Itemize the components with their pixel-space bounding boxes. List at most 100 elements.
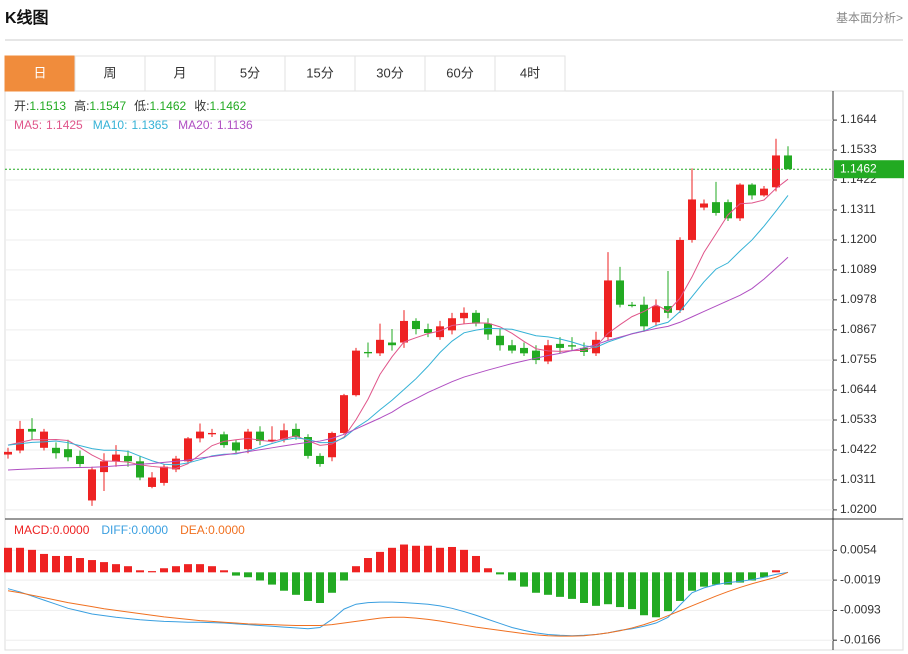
candle-body — [532, 350, 540, 361]
legend-value: 1.1136 — [217, 118, 253, 132]
macd-bar — [532, 572, 540, 593]
tab[interactable] — [4, 55, 76, 92]
candle-body — [172, 458, 180, 470]
candle-body — [328, 432, 336, 458]
legend-value: 0.0000 — [53, 523, 90, 537]
macd-bar — [400, 544, 408, 573]
ma-line — [7, 195, 789, 466]
tab[interactable] — [284, 55, 356, 92]
candle-body — [184, 438, 192, 462]
tab[interactable] — [74, 55, 146, 92]
readout: MA10: 1.1365 — [93, 118, 169, 132]
tab-label[interactable]: 60分 — [446, 65, 473, 80]
readout: 低:1.1462 — [134, 99, 186, 113]
y-tick-label: -0.0019 — [840, 572, 881, 586]
candle-body — [616, 280, 624, 305]
tab[interactable] — [354, 55, 426, 92]
candle-body — [664, 306, 672, 313]
macd-bar — [364, 558, 372, 573]
macd-bar — [676, 572, 684, 601]
tab[interactable] — [214, 55, 286, 92]
tab-label[interactable]: 月 — [173, 65, 186, 80]
legend-name: MA10 — [93, 118, 125, 132]
legend-name: MA20 — [178, 118, 210, 132]
macd-bar — [304, 572, 312, 601]
tab-label[interactable]: 15分 — [306, 65, 333, 80]
y-tick-label: -0.0093 — [840, 603, 881, 617]
candle-body — [784, 155, 792, 170]
candle-body — [628, 304, 636, 307]
tab[interactable] — [494, 55, 566, 92]
readout: MACD:0.0000 — [14, 523, 90, 537]
legend-value: 1.1365 — [131, 118, 168, 132]
candle-body — [460, 312, 468, 319]
macd-bar — [412, 545, 420, 573]
readout: 收:1.1462 — [194, 99, 246, 113]
macd-bar — [100, 562, 108, 573]
y-tick-label: 0.0054 — [840, 542, 877, 556]
candle-body — [280, 430, 288, 440]
candle-body — [448, 318, 456, 331]
tab-label[interactable]: 4时 — [520, 65, 540, 80]
candle-body — [520, 347, 528, 354]
candle-body — [376, 339, 384, 354]
readout: MA5: 1.1425 — [14, 118, 83, 132]
legend-name: DIFF — [101, 523, 128, 537]
tab-label[interactable]: 日 — [33, 65, 46, 80]
candle-body — [304, 437, 312, 456]
legend-name: MACD — [14, 523, 50, 537]
candle-body — [724, 202, 732, 219]
y-tick-label: 1.1311 — [840, 202, 876, 216]
macd-bar — [628, 572, 636, 610]
candle-body — [196, 431, 204, 439]
candle-body — [112, 454, 120, 462]
macd-bar — [136, 570, 144, 573]
macd-bar — [16, 547, 24, 573]
candle-body — [676, 239, 684, 311]
candle-body — [232, 442, 240, 451]
candle-body — [316, 455, 324, 465]
y-tick-label: 1.0644 — [840, 382, 877, 396]
candle-body — [124, 455, 132, 462]
candle-body — [544, 345, 552, 362]
separator: : — [210, 118, 213, 132]
macd-bar — [640, 572, 648, 616]
macd-bar — [472, 555, 480, 573]
candle-body — [28, 428, 36, 432]
ma-line — [7, 256, 789, 471]
y-tick-label: 1.1533 — [840, 142, 877, 156]
macd-bar — [460, 549, 468, 573]
macd-bar — [760, 572, 768, 578]
ohlc-label: 低 — [134, 99, 146, 113]
tab-label[interactable]: 5分 — [240, 65, 260, 80]
readout: DEA:0.0000 — [180, 523, 245, 537]
readout: MA20: 1.1136 — [178, 118, 253, 132]
macd-bar — [700, 572, 708, 587]
candle-body — [688, 199, 696, 240]
macd-bar — [148, 571, 156, 573]
candle-body — [652, 306, 660, 323]
candle-body — [16, 428, 24, 451]
macd-bar — [556, 572, 564, 597]
legend-value: 1.1425 — [46, 118, 83, 132]
macd-bar — [28, 549, 36, 573]
tab-label[interactable]: 周 — [103, 65, 116, 80]
y-tick-label: 1.0867 — [840, 322, 877, 336]
candle-body — [352, 350, 360, 396]
tab[interactable] — [424, 55, 496, 92]
ma-line — [7, 178, 789, 469]
ohlc-label: 高 — [74, 98, 86, 113]
macd-bar — [172, 566, 180, 573]
fundamental-link[interactable]: 基本面分析> — [836, 11, 903, 25]
tab-label[interactable]: 30分 — [376, 65, 403, 80]
macd-bar — [112, 564, 120, 573]
macd-bar — [232, 572, 240, 576]
candle-body — [736, 184, 744, 219]
macd-bar — [496, 572, 504, 575]
candle-body — [748, 184, 756, 196]
macd-bar — [124, 566, 132, 573]
macd-bar — [376, 551, 384, 573]
y-tick-label: 1.0755 — [840, 352, 877, 366]
macd-bar — [772, 570, 780, 573]
